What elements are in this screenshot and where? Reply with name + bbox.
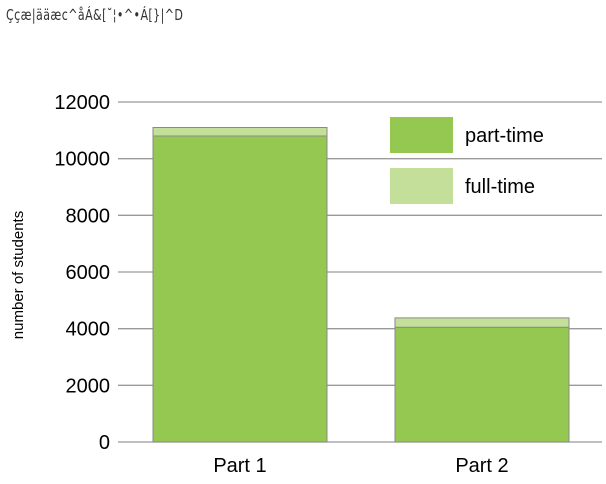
y-axis-label: number of students <box>10 211 27 339</box>
y-tick-label-0: 0 <box>99 432 110 454</box>
bar-part-2-part-time <box>394 326 570 443</box>
x-tick-label-part-1: Part 1 <box>213 455 266 477</box>
y-tick-label-10000: 10000 <box>54 149 110 171</box>
y-tick-label-8000: 8000 <box>66 205 111 227</box>
x-tick-label-part-2: Part 2 <box>455 455 508 477</box>
bar-part-1-full-time <box>152 127 328 137</box>
legend-swatch-full-time <box>390 168 453 204</box>
y-tick-label-4000: 4000 <box>66 319 111 341</box>
bar-part-1-part-time <box>152 135 328 443</box>
legend-swatch-part-time <box>390 117 453 153</box>
legend-label-full-time: full-time <box>465 176 535 198</box>
y-tick-label-12000: 12000 <box>54 92 110 114</box>
bar-part-2-full-time <box>394 317 570 328</box>
y-tick-label-6000: 6000 <box>66 262 111 284</box>
legend-label-part-time: part-time <box>465 125 544 147</box>
y-tick-label-2000: 2000 <box>66 375 111 397</box>
header-text: Ççæ|ääæc^åÁ&[˘¦•^•Á[}|^D <box>6 6 184 24</box>
